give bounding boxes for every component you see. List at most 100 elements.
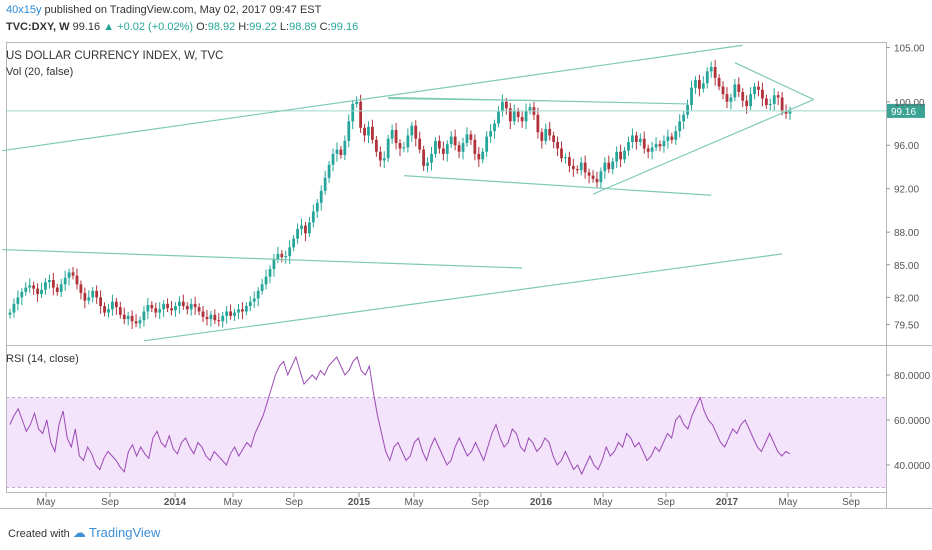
candle <box>540 132 544 141</box>
candle <box>619 151 623 160</box>
candle <box>512 111 516 122</box>
candle <box>749 94 753 107</box>
candle <box>757 86 760 90</box>
candle <box>615 151 619 162</box>
candle <box>489 131 493 137</box>
candle <box>528 107 532 111</box>
candle <box>367 126 370 136</box>
candle <box>426 162 429 166</box>
vol-indicator-label[interactable]: Vol (20, false) <box>6 66 74 78</box>
candle <box>583 162 587 173</box>
candle <box>197 307 201 312</box>
time-tick-label: 2016 <box>530 497 553 508</box>
candle <box>209 314 213 320</box>
time-tick-label: Sep <box>101 497 119 508</box>
candle <box>177 301 181 307</box>
candle <box>241 309 244 312</box>
symbol-label[interactable]: TVC:DXY, W <box>6 21 70 33</box>
candle <box>221 315 225 322</box>
candle <box>205 316 209 320</box>
candle <box>784 111 788 114</box>
candle <box>213 314 217 321</box>
time-tick-label: 2014 <box>164 497 187 508</box>
candle <box>390 130 394 139</box>
trendline <box>2 44 743 152</box>
candle <box>701 83 705 89</box>
candle <box>524 110 528 122</box>
candle <box>473 139 477 154</box>
candle <box>193 303 197 308</box>
candle <box>642 138 646 149</box>
candle <box>410 125 414 136</box>
candle <box>768 103 772 106</box>
time-tick-label: May <box>594 497 613 508</box>
candle <box>481 151 485 160</box>
candle <box>733 84 737 98</box>
candle <box>772 95 776 104</box>
candle <box>300 225 303 229</box>
candle <box>378 151 382 161</box>
tradingview-brand[interactable]: TradingView <box>88 525 161 540</box>
candle <box>24 287 28 292</box>
candle <box>51 279 55 288</box>
footer: Created with ☁ TradingView <box>8 525 160 541</box>
candle <box>536 114 540 133</box>
candle <box>497 111 500 124</box>
candle <box>437 140 441 149</box>
candle <box>469 134 473 140</box>
chart-frame <box>0 42 932 509</box>
candle <box>111 301 114 310</box>
rsi-indicator-label[interactable]: RSI (14, close) <box>6 353 79 365</box>
candle <box>776 95 780 98</box>
candle <box>650 147 654 152</box>
candle <box>288 247 292 257</box>
candle <box>386 138 390 159</box>
candle <box>99 297 103 307</box>
low-label: L: <box>279 21 290 33</box>
price-tick-label: 96.00 <box>894 141 919 152</box>
candle <box>445 144 449 154</box>
candle <box>575 169 579 171</box>
candle <box>477 153 481 160</box>
candle <box>579 162 583 171</box>
low-value: 98.89 <box>289 21 317 33</box>
candle <box>603 162 607 172</box>
trendline <box>403 175 712 196</box>
candle <box>166 303 169 309</box>
candle <box>725 94 729 102</box>
candle <box>709 66 713 72</box>
candle <box>654 144 658 148</box>
trendline <box>2 248 523 269</box>
candle <box>114 301 118 308</box>
candle <box>47 279 51 283</box>
candle <box>658 144 662 147</box>
candle <box>91 290 95 298</box>
candle <box>79 284 83 294</box>
publisher-name[interactable]: 40x15y <box>6 4 42 16</box>
time-tick-label: May <box>405 497 424 508</box>
candle <box>335 149 339 154</box>
candle <box>260 284 264 291</box>
price-change: +0.02 (+0.02%) <box>117 21 194 33</box>
open-label: O: <box>196 21 208 33</box>
candle <box>690 87 693 106</box>
candle <box>233 312 236 316</box>
candle <box>571 165 575 170</box>
candle <box>118 307 122 315</box>
candle <box>646 148 650 152</box>
time-tick-label: Sep <box>657 497 675 508</box>
candle <box>686 105 689 115</box>
candle <box>591 175 595 179</box>
candle <box>130 315 134 322</box>
candle <box>465 134 469 144</box>
time-tick-label: 2015 <box>348 497 371 508</box>
candle <box>248 301 252 307</box>
rsi-pane <box>6 355 886 488</box>
candle <box>761 89 764 99</box>
rsi-tick-label: 60.0000 <box>894 416 931 427</box>
candle <box>20 291 24 298</box>
candle <box>398 143 402 149</box>
candle <box>493 123 496 132</box>
candle <box>623 150 626 160</box>
